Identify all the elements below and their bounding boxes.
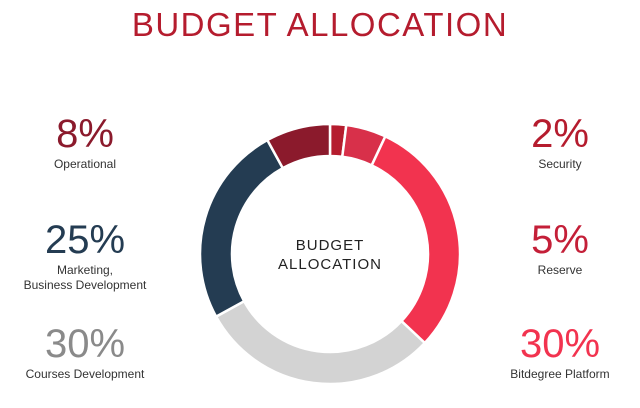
center-label-line2: ALLOCATION — [278, 256, 382, 273]
legend-courses: 30% Courses Development — [5, 322, 165, 381]
security-percent: 2% — [531, 112, 589, 156]
platform-label: Bitdegree Platform — [510, 367, 610, 381]
donut-slice-courses-development — [214, 299, 427, 386]
security-label: Security — [538, 157, 582, 171]
platform-percent: 30% — [519, 322, 601, 366]
legend-platform: 30% Bitdegree Platform — [490, 322, 630, 381]
chart-title: BUDGET ALLOCATION — [131, 6, 509, 43]
operational-label: Operational — [53, 157, 117, 171]
legend-security: 2% Security — [500, 112, 620, 171]
donut-slice-marketing-business-development — [198, 138, 285, 319]
donut-center-label: BUDGET ALLOCATION — [255, 236, 405, 274]
courses-percent: 30% — [44, 322, 126, 366]
reserve-label: Reserve — [537, 263, 583, 277]
marketing-label-line2: Business Development — [23, 278, 147, 292]
center-label-line1: BUDGET — [295, 237, 365, 254]
legend-reserve: 5% Reserve — [500, 218, 620, 277]
marketing-percent: 25% — [44, 218, 126, 262]
donut-slice-operational — [265, 122, 332, 170]
courses-label: Courses Development — [25, 367, 145, 381]
marketing-label-line1: Marketing, — [56, 263, 114, 277]
legend-operational: 8% Operational — [15, 112, 155, 171]
legend-marketing: 25% Marketing, Business Development — [5, 218, 165, 292]
operational-percent: 8% — [56, 112, 114, 156]
reserve-percent: 5% — [531, 218, 589, 262]
